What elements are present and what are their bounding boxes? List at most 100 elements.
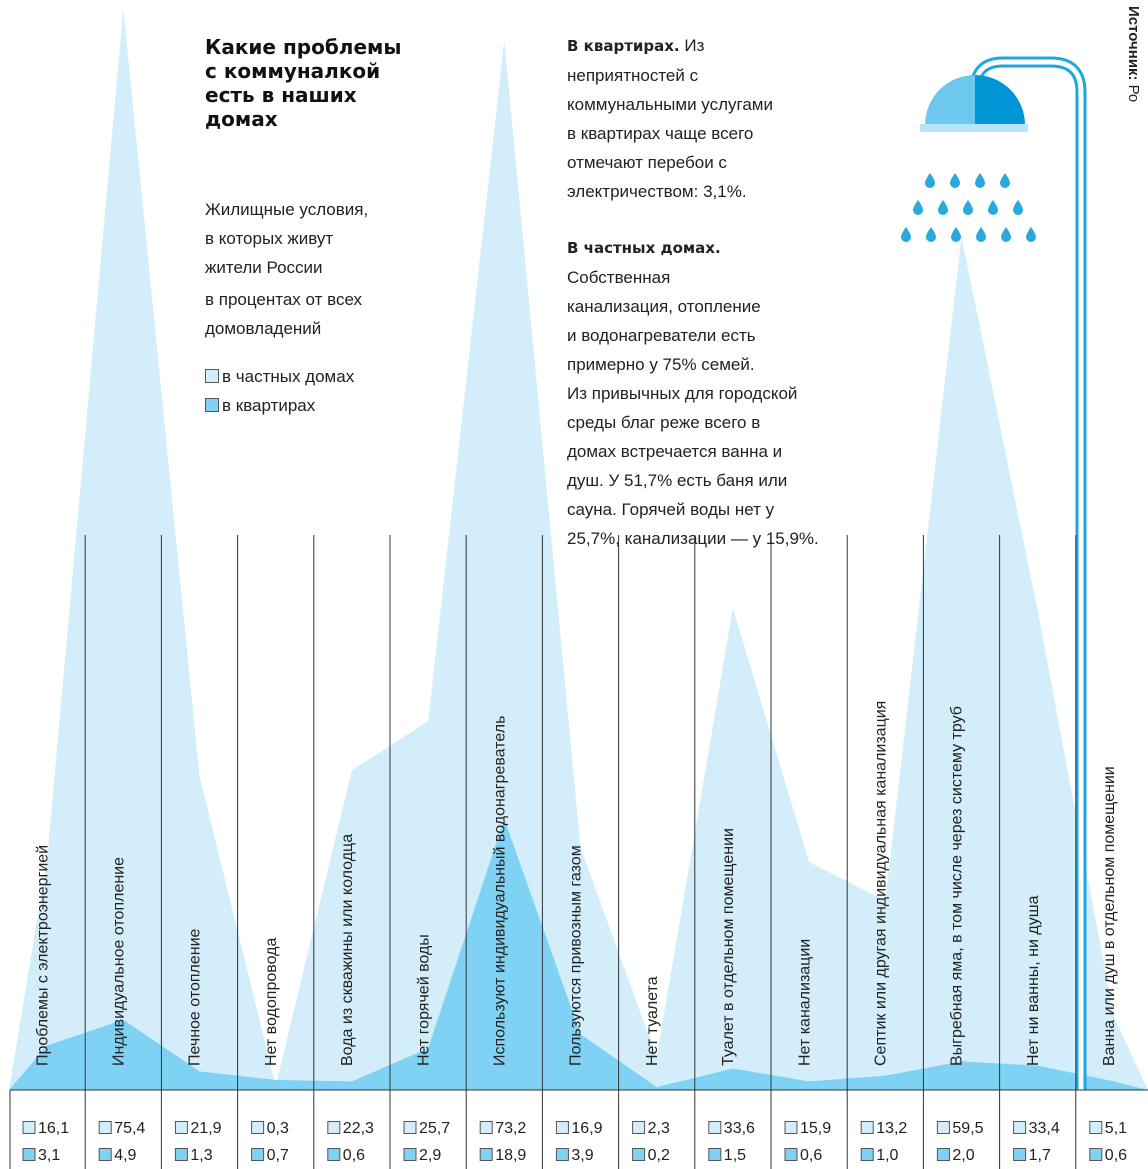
value-swatch (785, 1149, 797, 1161)
value-label: 1,7 (1029, 1147, 1051, 1164)
value-label: 5,1 (1105, 1120, 1127, 1137)
legend-item: в частных домах (205, 362, 354, 391)
value-swatch (937, 1149, 949, 1161)
source: Источник: Ро (1125, 6, 1142, 102)
category-label: Индивидуальное отопление (111, 857, 128, 1066)
value-label: 1,0 (876, 1147, 898, 1164)
title-line: есть в наших (205, 83, 401, 107)
value-label: 13,2 (876, 1120, 907, 1137)
value-swatch (861, 1122, 873, 1134)
value-swatch (1014, 1149, 1026, 1161)
note-text: Из (684, 36, 704, 55)
value-label: 1,3 (190, 1147, 212, 1164)
infographic: Проблемы с электроэнергией16,13,1Индивид… (0, 0, 1148, 1169)
note-line: домах встречается ванна и (567, 437, 819, 466)
unit-line: домовладений (205, 314, 362, 343)
value-swatch (328, 1122, 340, 1134)
note-line: сауна. Горячей воды нет у (567, 495, 819, 524)
category-label: Ванна или душ в отдельном помещении (1101, 766, 1118, 1066)
value-swatch (861, 1149, 873, 1161)
value-label: 3,9 (571, 1147, 593, 1164)
note-heading: В частных домах. (567, 239, 721, 257)
value-swatch (480, 1149, 492, 1161)
note-line: канализация, отопление (567, 292, 819, 321)
subtitle-line: Жилищные условия, (205, 195, 368, 224)
source-text: Ро (1125, 85, 1142, 103)
legend-label: в частных домах (222, 367, 354, 386)
category-label: Нет канализации (796, 939, 813, 1066)
note-line: электричеством: 3,1%. (567, 177, 773, 206)
value-swatch (23, 1122, 35, 1134)
note-line: коммунальными услугами (567, 90, 773, 119)
value-swatch (404, 1149, 416, 1161)
value-swatch (785, 1122, 797, 1134)
unit-line: в процентах от всех (205, 285, 362, 314)
legend-item: в квартирах (205, 391, 354, 420)
value-swatch (937, 1122, 949, 1134)
value-label: 33,4 (1029, 1120, 1060, 1137)
value-label: 2,0 (952, 1147, 974, 1164)
value-label: 0,7 (267, 1147, 289, 1164)
value-swatch (23, 1149, 35, 1161)
title-line: домах (205, 107, 401, 131)
category-label: Нет туалета (644, 976, 661, 1066)
note-line: отмечают перебои с (567, 148, 773, 177)
value-swatch (1090, 1149, 1102, 1161)
value-swatch (99, 1122, 111, 1134)
value-label: 0,6 (800, 1147, 822, 1164)
note-heading: В квартирах. (567, 37, 680, 55)
category-label: Нет ни ванны, ни душа (1025, 895, 1042, 1066)
note-line: примерно у 75% семей. (567, 350, 819, 379)
category-label: Используют индивидуальный водонагревател… (492, 716, 509, 1066)
value-label: 2,3 (648, 1120, 670, 1137)
note-line: В частных домах. (567, 233, 819, 263)
subtitle-line: жители России (205, 253, 368, 282)
note-line: В квартирах. Из (567, 31, 773, 61)
value-swatch (709, 1149, 721, 1161)
shower-plate (920, 124, 1028, 132)
value-swatch (99, 1149, 111, 1161)
category-label: Нет горячей воды (415, 934, 432, 1066)
legend-swatch (205, 398, 219, 412)
value-swatch (633, 1149, 645, 1161)
note-line: Собственная (567, 263, 819, 292)
source-label: Источник: (1125, 6, 1142, 81)
value-swatch (480, 1122, 492, 1134)
value-swatch (252, 1122, 264, 1134)
legend-swatch (205, 369, 219, 383)
value-swatch (175, 1122, 187, 1134)
legend: в частных домах в квартирах (205, 362, 354, 420)
note-line: 25,7%, канализации — у 15,9%. (567, 524, 819, 553)
value-label: 0,6 (1105, 1147, 1127, 1164)
value-swatch (1014, 1122, 1026, 1134)
category-label: Нет водопровода (263, 938, 280, 1066)
value-label: 18,9 (495, 1147, 526, 1164)
value-swatch (709, 1122, 721, 1134)
value-label: 3,1 (38, 1147, 60, 1164)
value-swatch (175, 1149, 187, 1161)
note-line: неприятностей с (567, 61, 773, 90)
category-label: Выгребная яма, в том числе через систему… (949, 706, 966, 1066)
value-label: 0,2 (648, 1147, 670, 1164)
value-label: 16,9 (571, 1120, 602, 1137)
value-label: 4,9 (114, 1147, 136, 1164)
value-label: 75,4 (114, 1120, 145, 1137)
value-label: 0,6 (343, 1147, 365, 1164)
value-swatch (252, 1149, 264, 1161)
drops (901, 173, 1036, 242)
value-swatch (556, 1149, 568, 1161)
category-label: Септик или другая индивидуальная канализ… (873, 701, 890, 1066)
value-label: 59,5 (952, 1120, 983, 1137)
subtitle-line: в которых живут (205, 224, 368, 253)
legend-label: в квартирах (222, 396, 315, 415)
value-swatch (1090, 1122, 1102, 1134)
value-label: 25,7 (419, 1120, 450, 1137)
title-line: Какие проблемы (205, 35, 401, 59)
value-label: 33,6 (724, 1120, 755, 1137)
shower-head (975, 75, 1025, 125)
value-label: 16,1 (38, 1120, 69, 1137)
category-label: Печное отопление (187, 928, 204, 1066)
